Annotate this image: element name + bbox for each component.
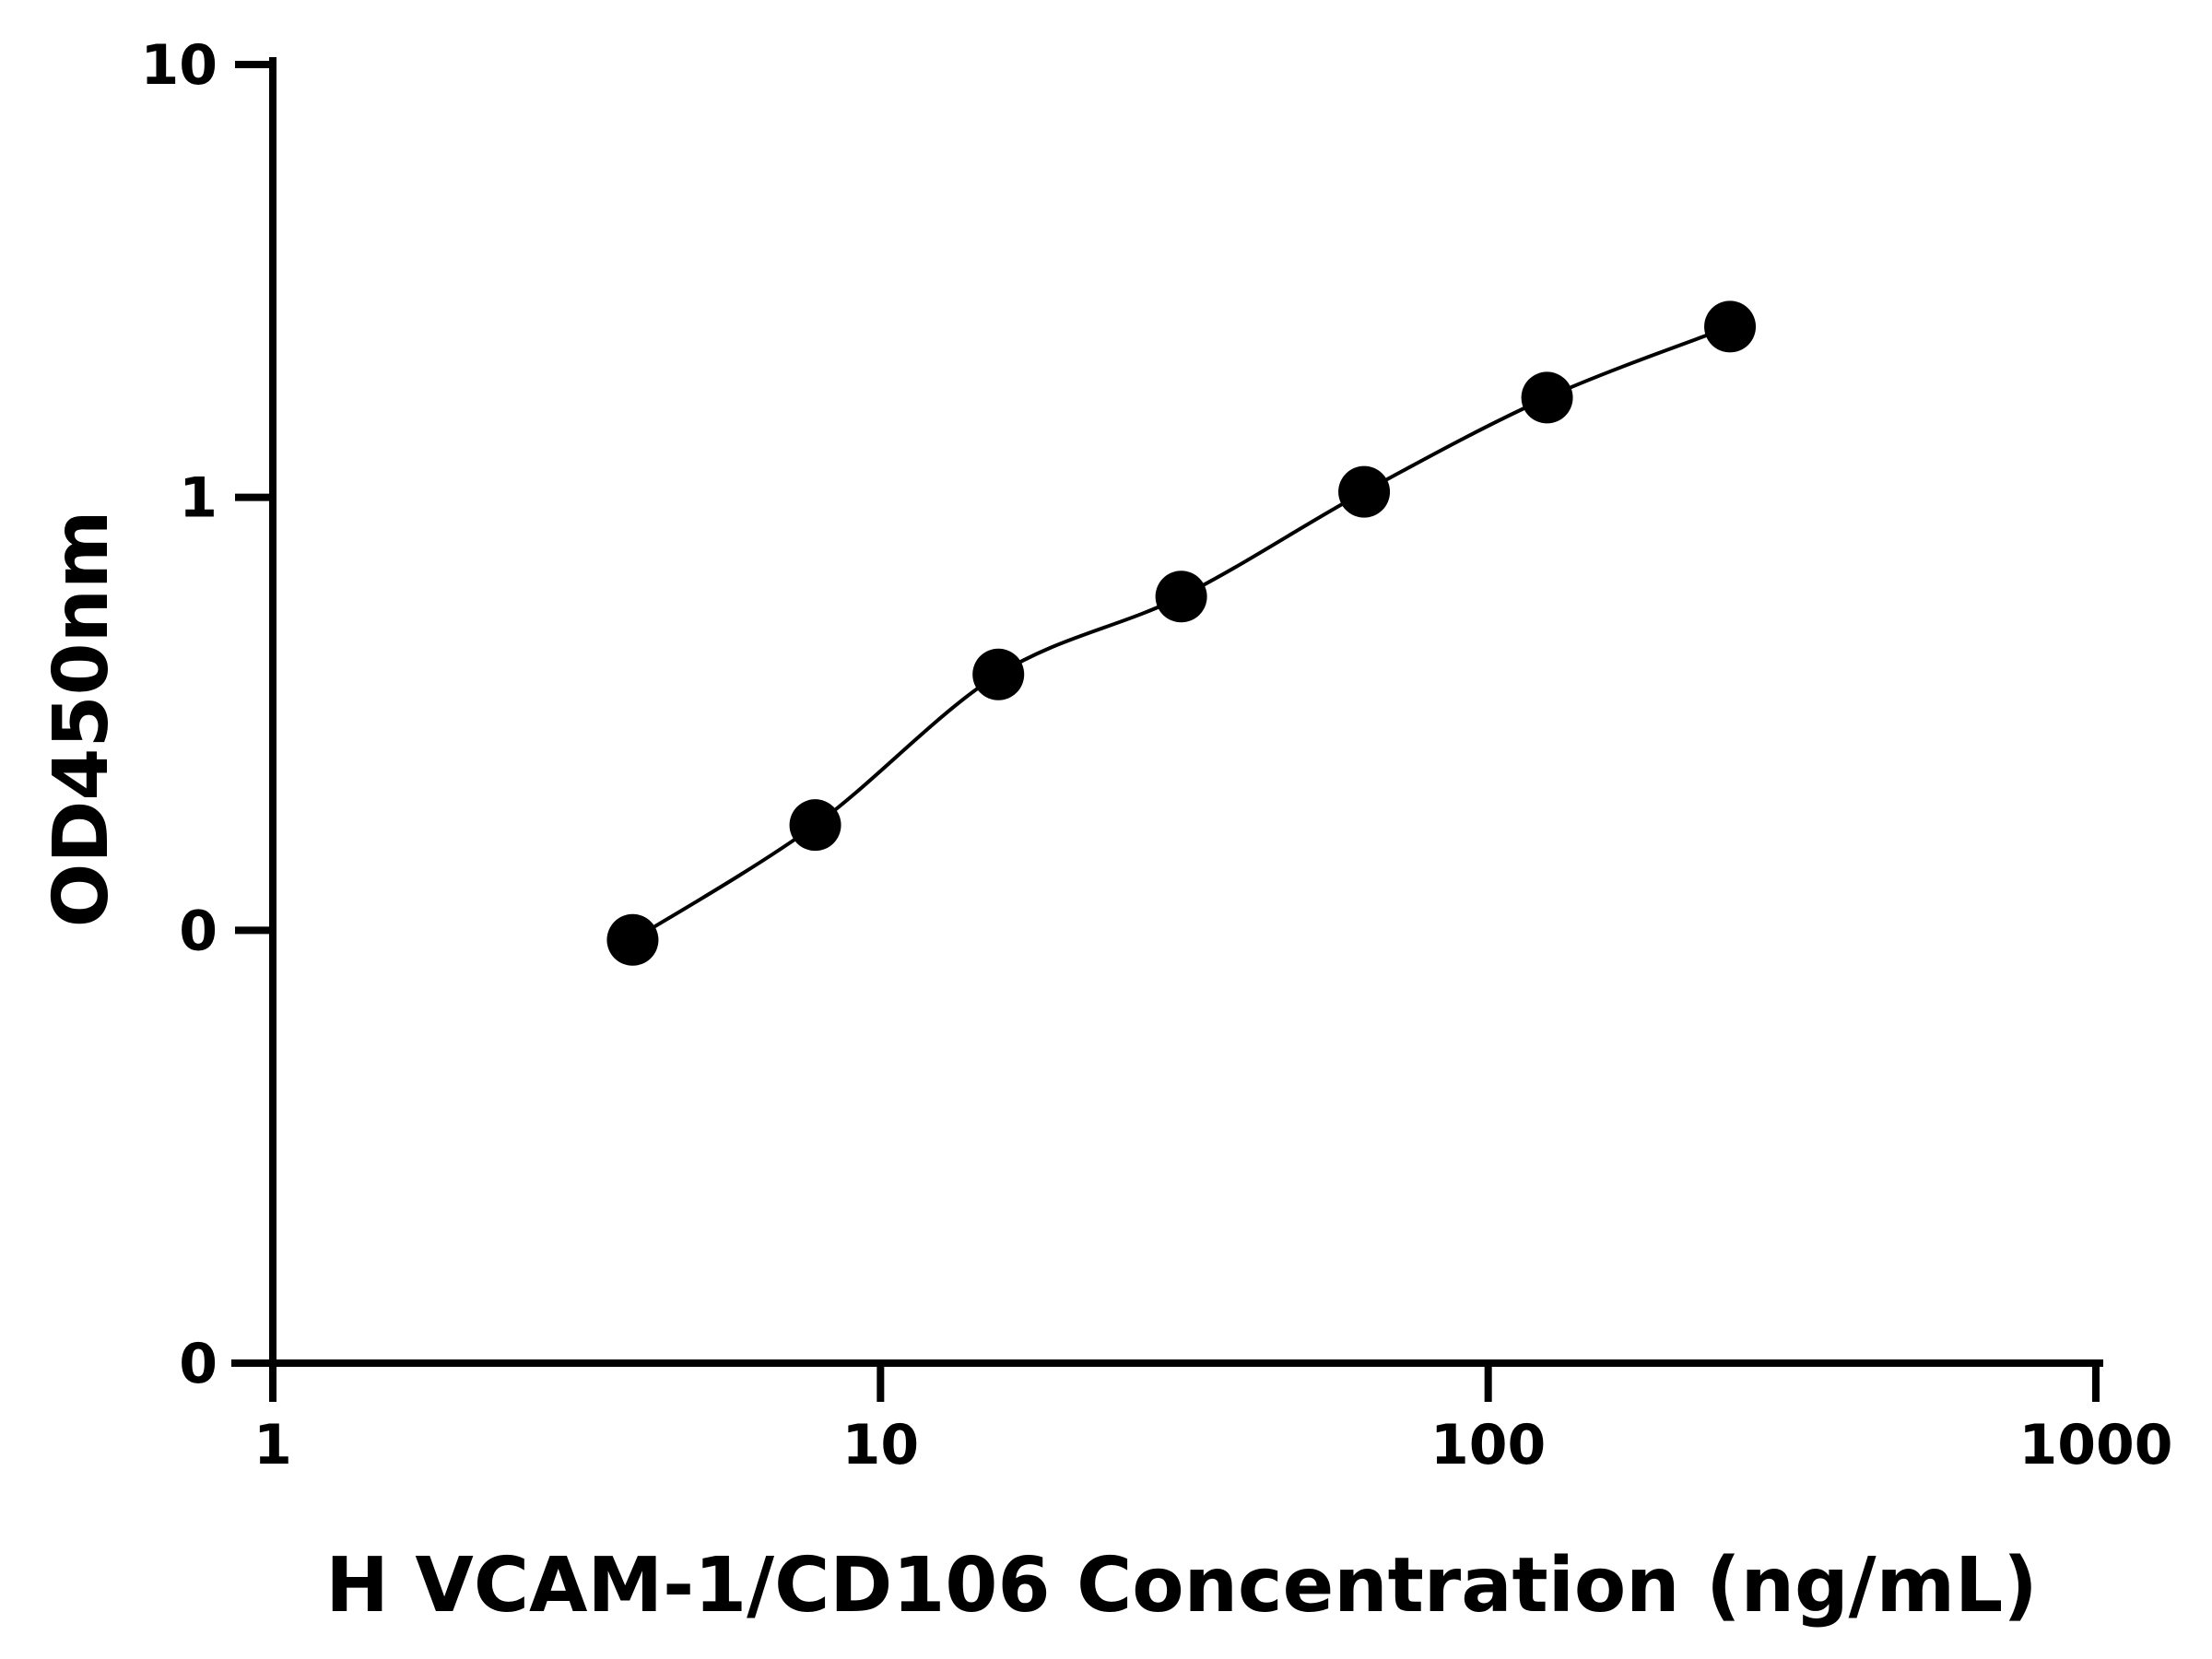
data-point xyxy=(1338,465,1391,518)
x-tick-label: 100 xyxy=(1430,1413,1546,1477)
y-tick-label: 0 xyxy=(179,1332,218,1396)
data-point xyxy=(1704,300,1757,353)
y-tick-label: 10 xyxy=(141,33,218,98)
y-axis-title: OD450nm xyxy=(38,511,125,928)
data-points xyxy=(606,300,1757,966)
data-point xyxy=(972,648,1025,700)
y-tick-label: 1 xyxy=(179,466,218,531)
x-axis-ticks: 1 10 100 1000 xyxy=(253,1363,2173,1477)
x-tick-label: 1 xyxy=(253,1413,292,1477)
data-point xyxy=(1521,371,1573,424)
data-point xyxy=(1155,571,1207,623)
data-point xyxy=(789,799,841,852)
data-point xyxy=(606,913,659,966)
fit-curve-line xyxy=(631,324,1731,942)
x-tick-label: 10 xyxy=(842,1413,920,1477)
x-tick-label: 1000 xyxy=(2019,1413,2173,1477)
y-axis-ticks: 0 0 1 10 xyxy=(141,33,273,1396)
x-axis-title: H VCAM-1/CD106 Concentration (ng/mL) xyxy=(325,1542,2038,1630)
y-tick-label: 0 xyxy=(179,899,218,963)
